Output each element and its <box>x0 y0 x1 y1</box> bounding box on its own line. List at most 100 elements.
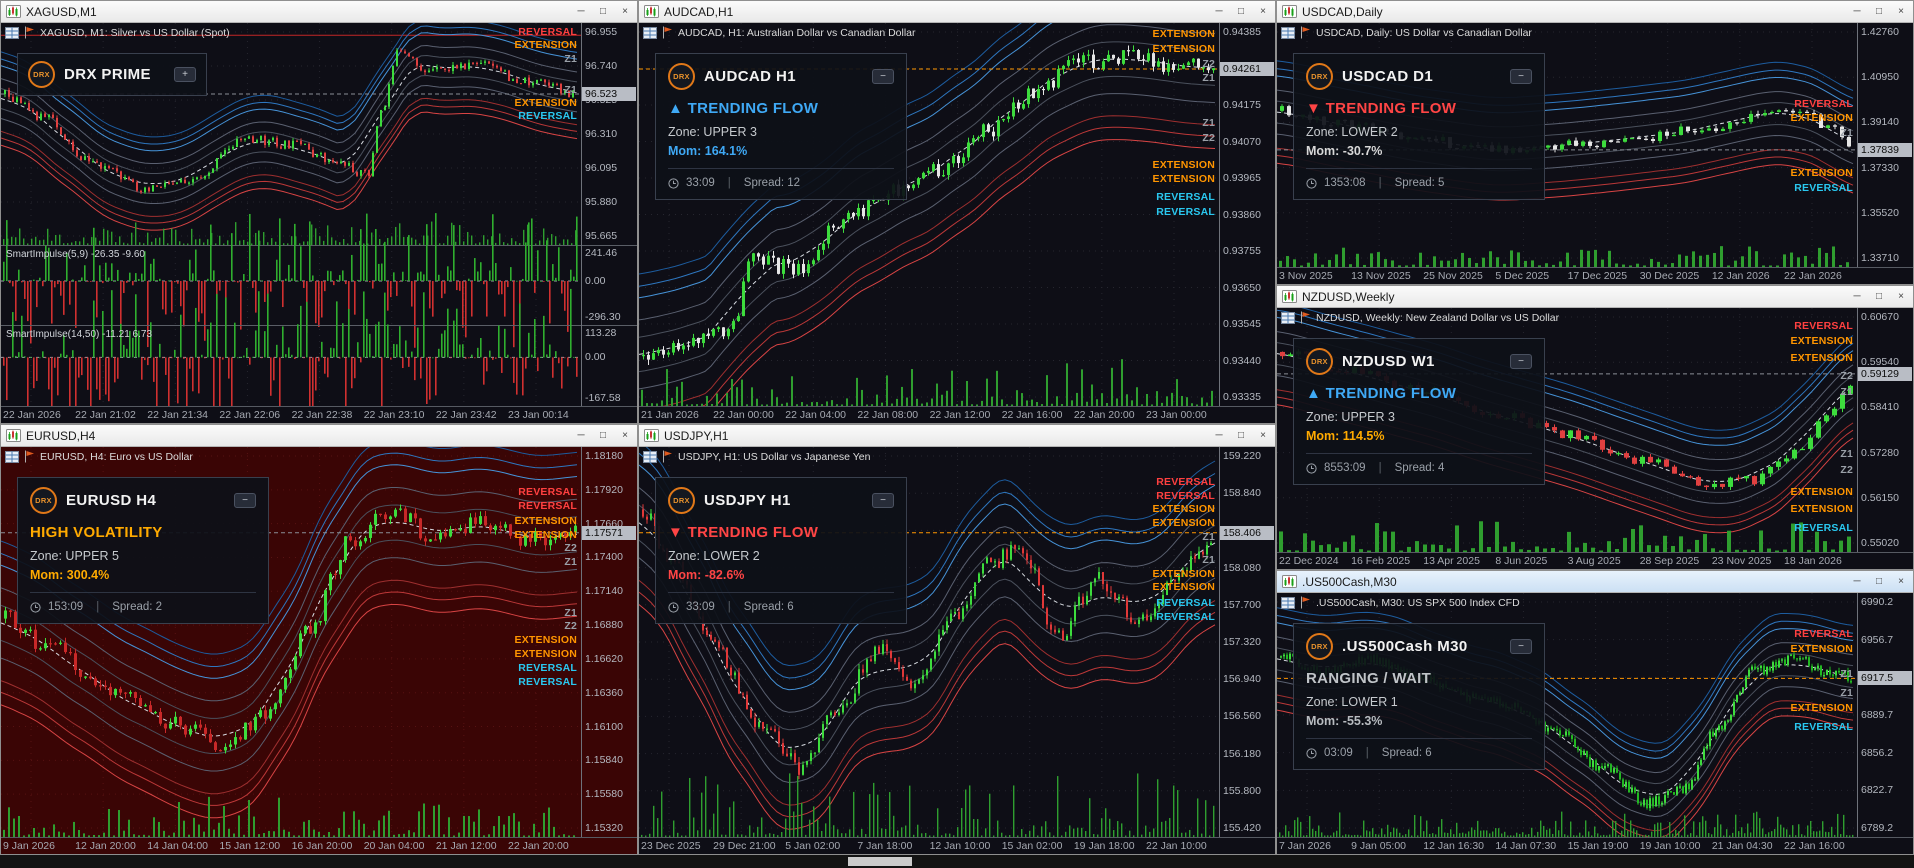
zone-level-label: Z2 <box>1840 370 1853 383</box>
flag-icon[interactable] <box>662 26 673 39</box>
time-axis-label: 29 Dec 21:00 <box>713 840 776 852</box>
maximize-button[interactable]: □ <box>1875 6 1883 17</box>
price-axis[interactable]: 0.60670 0.59540 0.58410 0.57280 0.56150 0.550… <box>1857 308 1913 552</box>
panel-toggle-button[interactable]: − <box>1510 354 1532 369</box>
close-button[interactable]: × <box>1260 430 1266 441</box>
price-axis-label: 6789.2 <box>1861 822 1894 834</box>
time-axis[interactable]: 9 Jan 2026 12 Jan 20:00 14 Jan 04:00 15 Jan… <box>1 837 637 854</box>
time-axis[interactable]: 22 Jan 2026 22 Jan 21:02 22 Jan 21:34 22 Ja… <box>1 406 637 423</box>
chart-area[interactable]: .US500Cash, M30: US SPX 500 Index CFD DR… <box>1277 593 1913 854</box>
drx-logo-text: DRX <box>1311 642 1328 651</box>
panel-footer: 1353:08 | Spread: 5 <box>1306 168 1532 189</box>
panel-toggle-button[interactable]: + <box>174 67 196 82</box>
minimize-button[interactable]: ─ <box>1853 6 1861 17</box>
panel-zone-text: Zone: UPPER 3 <box>1306 410 1395 424</box>
flag-icon[interactable] <box>24 450 35 463</box>
window-titlebar[interactable]: AUDCAD,H1 ─ □ × <box>639 1 1275 23</box>
one-click-trading-icon[interactable] <box>5 450 19 463</box>
time-axis[interactable]: 21 Jan 2026 22 Jan 00:00 22 Jan 04:00 22 Ja… <box>639 406 1275 423</box>
flag-icon[interactable] <box>1300 26 1311 39</box>
window-titlebar[interactable]: .US500Cash,M30 ─ □ × <box>1277 571 1913 593</box>
window-titlebar[interactable]: XAGUSD,M1 ─ □ × <box>1 1 637 23</box>
minimize-button[interactable]: ─ <box>1215 430 1223 441</box>
price-axis-label: 0.93440 <box>1223 354 1261 367</box>
price-axis[interactable]: 6990.26956.76923.26889.76856.26822.76789… <box>1857 593 1913 837</box>
one-click-trading-icon[interactable] <box>643 450 657 463</box>
price-axis[interactable]: 96.95596.74096.52596.31096.09595.88095.6… <box>581 23 637 406</box>
panel-header: DRX NZDUSD W1 − <box>1306 348 1532 375</box>
time-axis-label: 5 Jan 02:00 <box>785 840 841 852</box>
zone-level-label: Z2 <box>564 542 577 555</box>
panel-spread: Spread: 4 <box>1394 462 1445 474</box>
time-axis[interactable]: 7 Jan 2026 9 Jan 05:00 12 Jan 16:30 14 Jan … <box>1277 837 1913 854</box>
flag-icon[interactable] <box>662 450 673 463</box>
maximize-button[interactable]: □ <box>599 6 607 17</box>
maximize-button[interactable]: □ <box>1875 576 1883 587</box>
chart-area[interactable]: USDJPY, H1: US Dollar vs Japanese Yen DR… <box>639 447 1275 854</box>
price-chart[interactable] <box>1 23 637 406</box>
window-titlebar[interactable]: NZDUSD,Weekly ─ □ × <box>1277 286 1913 308</box>
close-button[interactable]: × <box>622 6 628 17</box>
minimize-button[interactable]: ─ <box>1853 576 1861 587</box>
one-click-trading-icon[interactable] <box>1281 26 1295 39</box>
close-button[interactable]: × <box>622 430 628 441</box>
chart-area[interactable]: USDCAD, Daily: US Dollar vs Canadian Dol… <box>1277 23 1913 284</box>
zone-level-label: EXTENSION <box>1152 28 1215 41</box>
panel-toggle-button[interactable]: − <box>234 493 256 508</box>
window-controls: ─ □ × <box>1846 287 1912 306</box>
flag-icon[interactable] <box>1300 596 1311 609</box>
indicator-scale-label: -296.30 <box>585 311 621 323</box>
close-button[interactable]: × <box>1898 291 1904 302</box>
price-axis[interactable]: 1.18180 1.17920 1.17660 1.17400 1.17140 1.168… <box>581 447 637 837</box>
time-axis-label: 17 Dec 2025 <box>1567 270 1628 282</box>
chart-area[interactable]: NZDUSD, Weekly: New Zealand Dollar vs US… <box>1277 308 1913 569</box>
zone-level-label: Z1 <box>564 83 577 96</box>
time-axis-label: 22 Jan 16:00 <box>1784 840 1845 852</box>
one-click-trading-icon[interactable] <box>1281 596 1295 609</box>
minimize-button[interactable]: ─ <box>577 430 585 441</box>
minimize-button[interactable]: ─ <box>1215 6 1223 17</box>
panel-toggle-button[interactable]: − <box>872 493 894 508</box>
window-titlebar[interactable]: USDJPY,H1 ─ □ × <box>639 425 1275 447</box>
panel-toggle-button[interactable]: − <box>1510 639 1532 654</box>
price-axis[interactable]: 159.220158.840158.460158.080157.700157.3… <box>1219 447 1275 837</box>
taskbar[interactable] <box>0 855 1914 868</box>
drx-logo-text: DRX <box>1311 72 1328 81</box>
minimize-button[interactable]: ─ <box>577 6 585 17</box>
flag-icon[interactable] <box>24 26 35 39</box>
maximize-button[interactable]: □ <box>1875 291 1883 302</box>
price-axis-label: 1.16100 <box>585 720 623 733</box>
window-titlebar[interactable]: EURUSD,H4 ─ □ × <box>1 425 637 447</box>
close-button[interactable]: × <box>1260 6 1266 17</box>
one-click-trading-icon[interactable] <box>5 26 19 39</box>
panel-toggle-button[interactable]: − <box>1510 69 1532 84</box>
maximize-button[interactable]: □ <box>1237 430 1245 441</box>
close-button[interactable]: × <box>1898 576 1904 587</box>
one-click-trading-icon[interactable] <box>643 26 657 39</box>
chart-area[interactable]: AUDCAD, H1: Australian Dollar vs Canadia… <box>639 23 1275 423</box>
price-axis-label: 159.220 <box>1223 450 1261 462</box>
window-titlebar[interactable]: USDCAD,Daily ─ □ × <box>1277 1 1913 23</box>
flag-icon[interactable] <box>1300 311 1311 324</box>
zone-level-label: REVERSAL <box>1794 721 1853 734</box>
time-axis[interactable]: 23 Dec 2025 29 Dec 21:00 5 Jan 02:00 7 Jan … <box>639 837 1275 854</box>
time-axis[interactable]: 3 Nov 2025 13 Nov 2025 25 Nov 2025 5 Dec 20… <box>1277 267 1913 284</box>
price-axis[interactable]: 1.42760 1.40950 1.39140 1.37330 1.35520 1.337… <box>1857 23 1913 267</box>
zone-level-label: Z1 <box>564 52 577 65</box>
time-axis-label: 13 Apr 2025 <box>1423 555 1480 567</box>
close-button[interactable]: × <box>1898 6 1904 17</box>
panel-toggle-button[interactable]: − <box>872 69 894 84</box>
maximize-button[interactable]: □ <box>599 430 607 441</box>
price-axis[interactable]: 0.943850.942800.941750.940700.939650.938… <box>1219 23 1275 406</box>
taskbar-handle[interactable] <box>847 857 912 866</box>
drx-logo-text: DRX <box>1311 357 1328 366</box>
maximize-button[interactable]: □ <box>1237 6 1245 17</box>
time-axis[interactable]: 22 Dec 2024 16 Feb 2025 13 Apr 2025 8 Jun 2… <box>1277 552 1913 569</box>
zone-level-label: Z1 <box>1840 386 1853 399</box>
chart-window-icon <box>6 429 21 442</box>
chart-area[interactable]: EURUSD, H4: Euro vs US Dollar DRX EURUSD… <box>1 447 637 854</box>
time-axis-label: 22 Jan 16:00 <box>1001 409 1063 421</box>
minimize-button[interactable]: ─ <box>1853 291 1861 302</box>
one-click-trading-icon[interactable] <box>1281 311 1295 324</box>
chart-area[interactable]: XAGUSD, M1: Silver vs US Dollar (Spot) D… <box>1 23 637 423</box>
